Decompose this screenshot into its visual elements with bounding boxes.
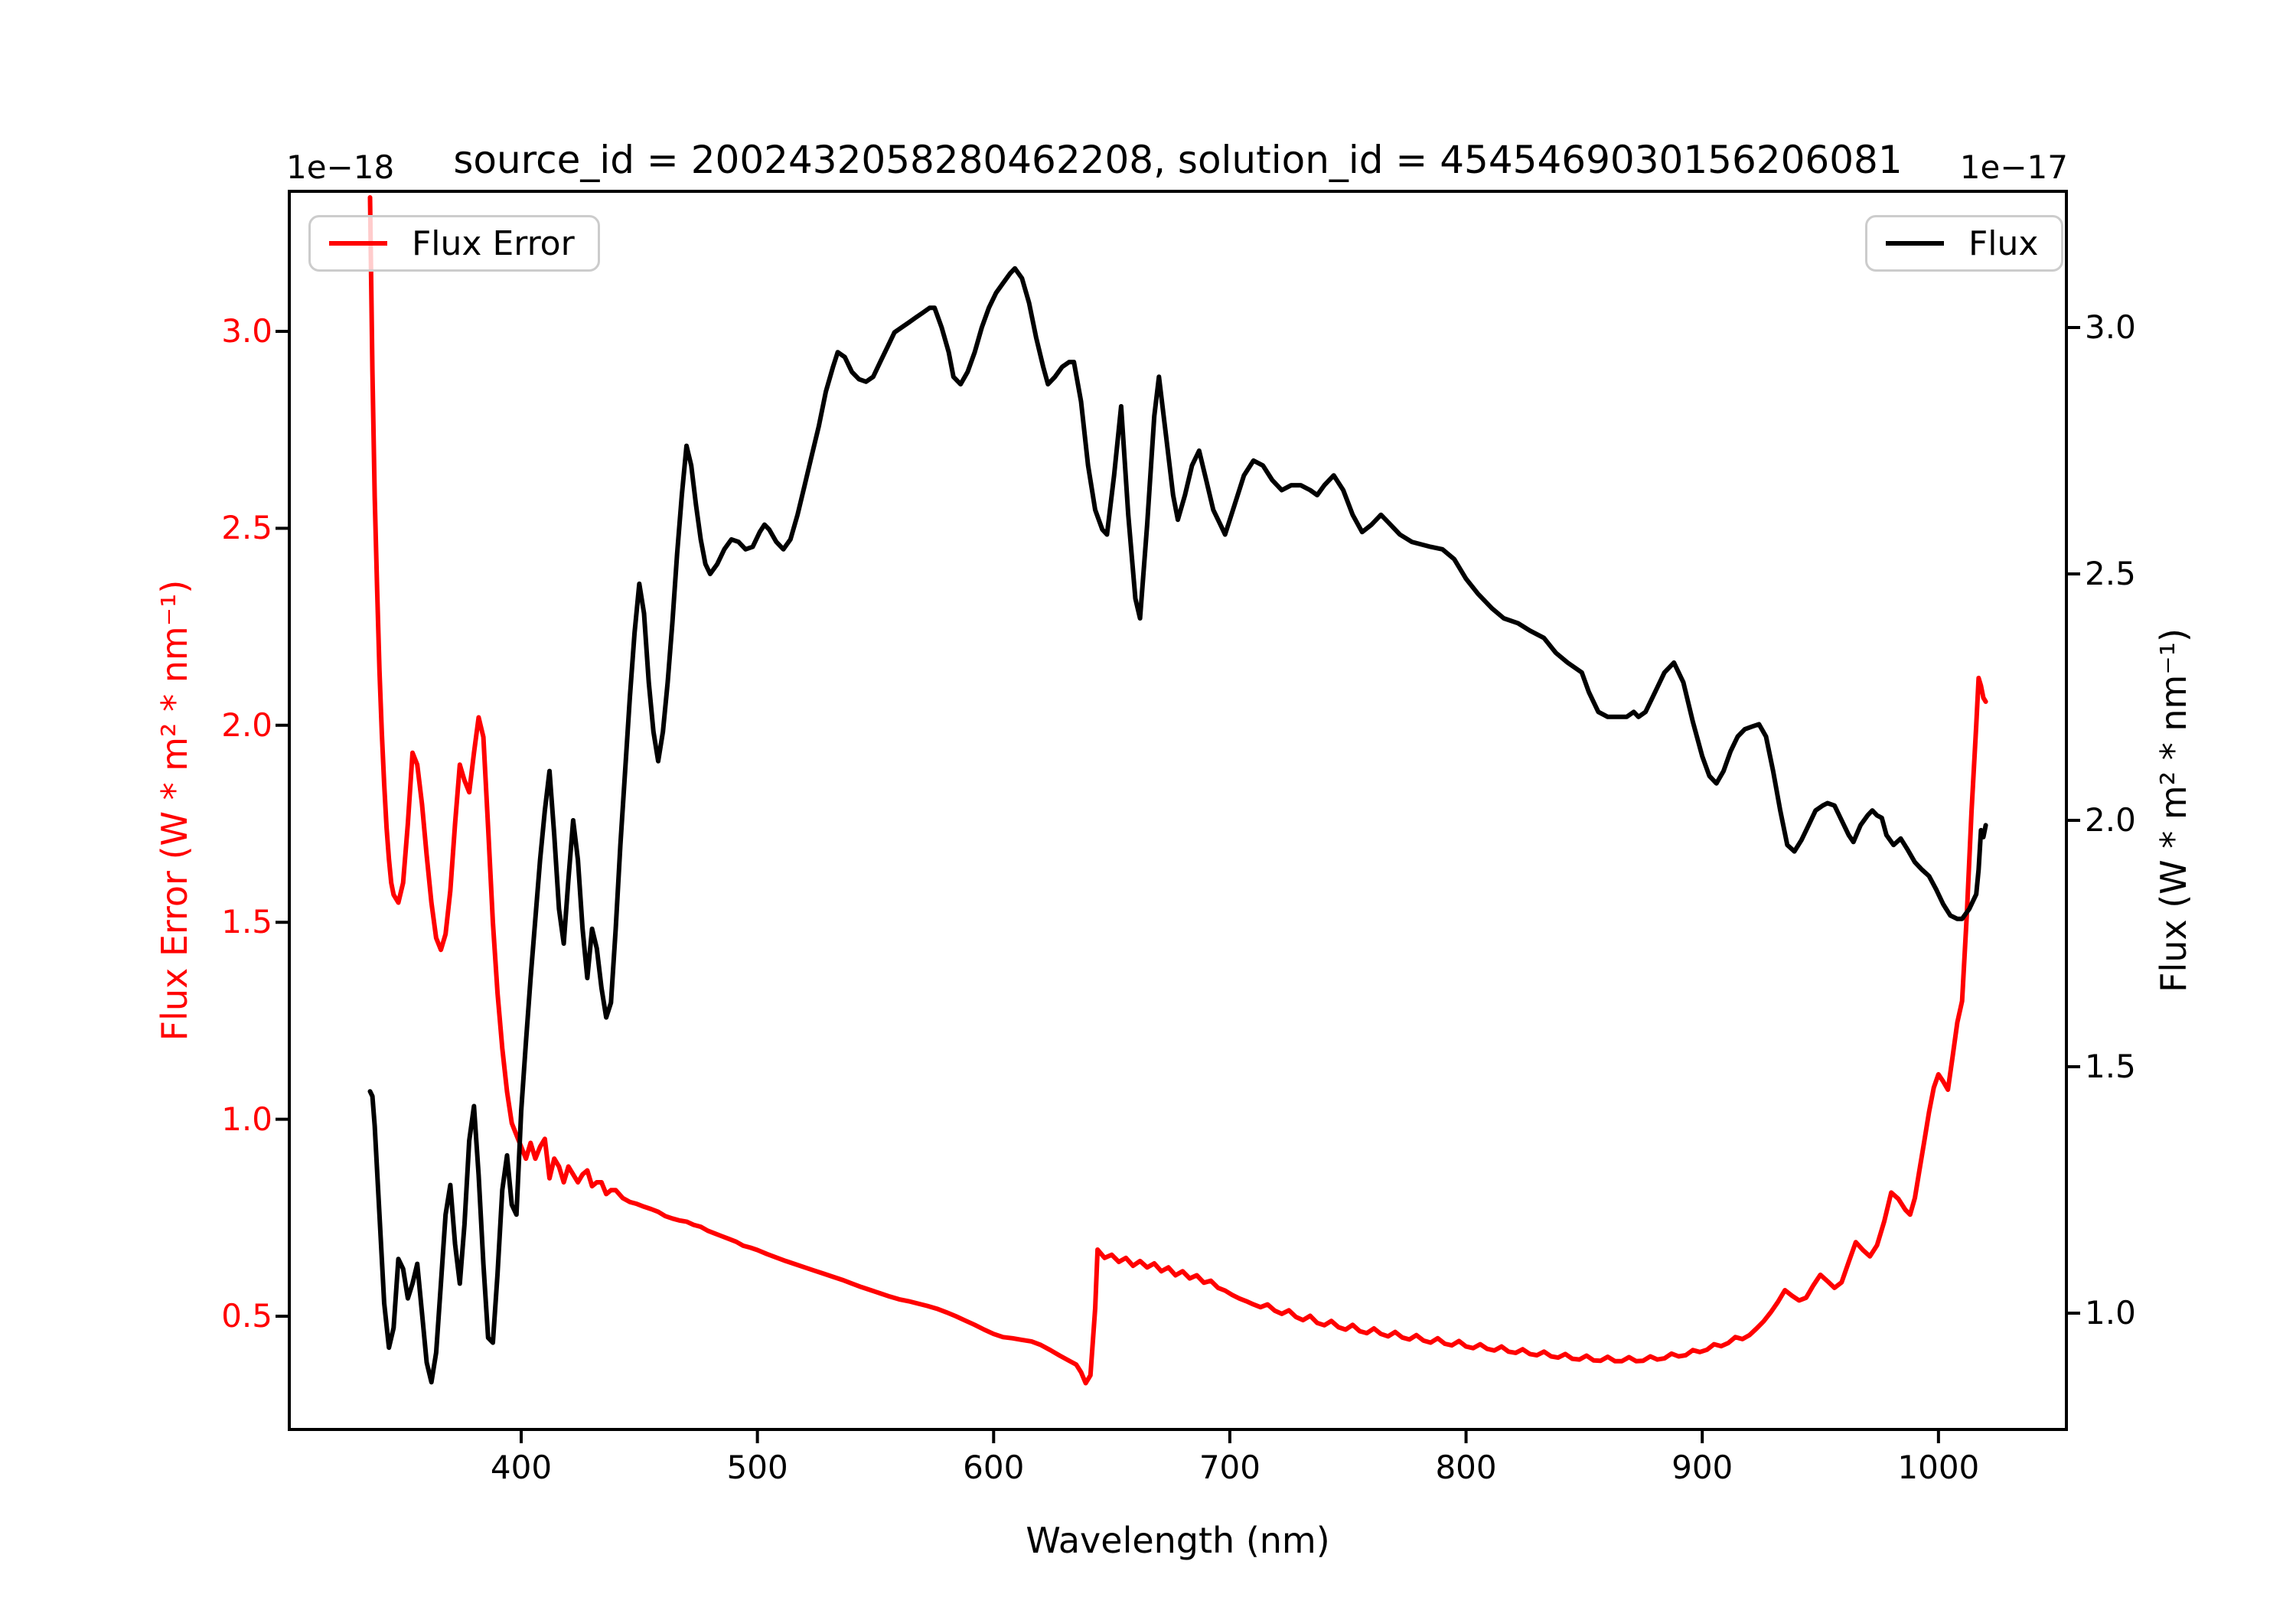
flux-legend-swatch xyxy=(1886,241,1944,246)
x-tick-label: 800 xyxy=(1435,1449,1497,1486)
y-left-tick-label: 1.0 xyxy=(221,1100,272,1138)
y-left-tick-label: 3.0 xyxy=(221,312,272,350)
chart-title: source_id = 2002432058280462208, solutio… xyxy=(453,138,1903,182)
legend-flux-error: Flux Error xyxy=(308,215,600,272)
y-right-tick-label: 2.0 xyxy=(2085,801,2136,839)
x-tick-label: 500 xyxy=(726,1449,788,1486)
y-right-tick-label: 1.0 xyxy=(2085,1294,2136,1332)
x-axis-label: Wavelength (nm) xyxy=(1026,1520,1330,1561)
y-left-tick-label: 0.5 xyxy=(221,1297,272,1335)
flux-error-line xyxy=(367,195,1988,1386)
x-tick-label: 400 xyxy=(490,1449,553,1486)
y-right-tick-label: 3.0 xyxy=(2085,308,2136,346)
axes-border xyxy=(288,190,2068,1431)
x-tick-label: 700 xyxy=(1199,1449,1261,1486)
flux-legend-label: Flux xyxy=(1968,223,2039,263)
y-right-tick-label: 1.5 xyxy=(2085,1048,2136,1085)
left-axis-offset-label: 1e−18 xyxy=(286,148,395,186)
flux-error-legend-label: Flux Error xyxy=(412,223,575,263)
right-axis-offset-label: 1e−17 xyxy=(1959,148,2068,186)
x-tick-label: 1000 xyxy=(1897,1449,1980,1486)
y-left-tick-label: 2.0 xyxy=(221,706,272,744)
y-right-tick-label: 2.5 xyxy=(2085,555,2136,592)
x-tick-label: 900 xyxy=(1671,1449,1733,1486)
legend-flux: Flux xyxy=(1865,215,2064,272)
flux-error-legend-swatch xyxy=(329,241,387,246)
y-left-tick-label: 1.5 xyxy=(221,903,272,941)
x-tick-label: 600 xyxy=(963,1449,1025,1486)
flux-line xyxy=(367,266,1988,1385)
y-left-tick-label: 2.5 xyxy=(221,509,272,547)
